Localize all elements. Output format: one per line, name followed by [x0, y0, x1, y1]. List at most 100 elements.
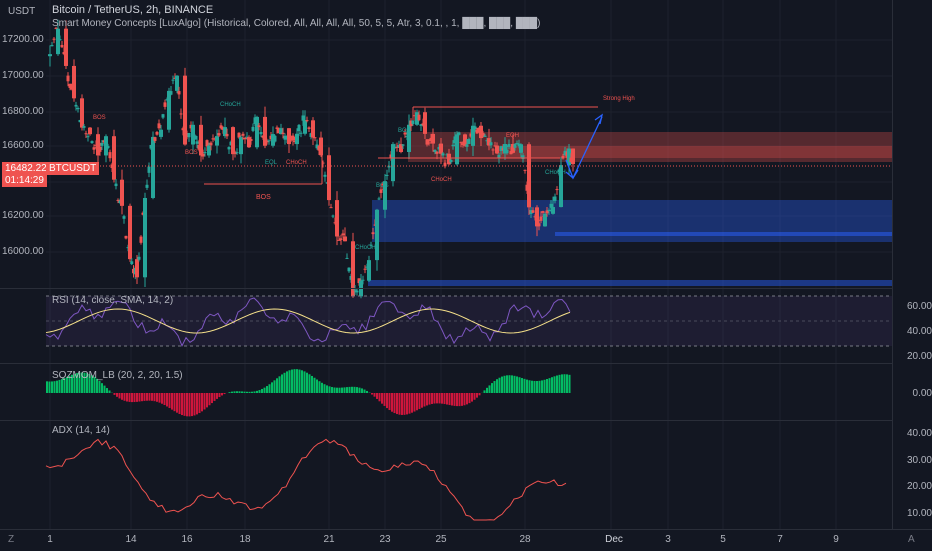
sqz-bar	[61, 379, 63, 393]
sqz-bar	[361, 388, 363, 393]
choch-label: CHoCH	[545, 170, 566, 176]
candle-body	[56, 29, 60, 54]
currency-label: USDT	[8, 6, 35, 17]
sqz-bar	[194, 393, 196, 415]
candle-body	[109, 152, 112, 158]
sqz-bar	[59, 380, 61, 393]
sqz-bar	[434, 393, 436, 404]
candle-body	[104, 136, 108, 155]
sqz-bar	[426, 393, 428, 405]
candle-body	[327, 155, 331, 200]
sqz-bar	[244, 392, 246, 393]
bos-label: BOS	[376, 183, 389, 189]
rsi-label[interactable]: RSI (14, close, SMA, 14, 2)	[52, 295, 173, 306]
sqz-bar	[366, 391, 368, 393]
price-tick: 16800.00	[2, 106, 42, 117]
zoom-button[interactable]: Z	[8, 534, 14, 545]
candle-body	[67, 76, 70, 82]
candle-body	[120, 180, 124, 206]
candle-body	[64, 29, 68, 66]
sqz-bar	[494, 381, 496, 393]
candle-body	[295, 134, 299, 144]
candle-body	[252, 127, 255, 131]
sqz-bar	[179, 393, 181, 414]
sqz-bar	[211, 393, 213, 403]
sqz-bar	[304, 371, 306, 393]
time-tick: 7	[775, 534, 785, 545]
sqz-bar	[459, 393, 461, 406]
sqz-bar	[414, 393, 416, 412]
time-axis-bar[interactable]	[0, 529, 932, 551]
sqz-bar	[404, 393, 406, 415]
sqz-bar	[296, 369, 298, 393]
sqz-bar	[271, 382, 273, 393]
sqz-label[interactable]: SQZMOM_LB (20, 2, 20, 1.5)	[52, 370, 183, 381]
candle-body	[436, 152, 439, 154]
sqz-bar	[309, 374, 311, 393]
candle-body	[228, 147, 231, 149]
candle-body	[356, 291, 359, 293]
sqz-bar	[384, 393, 386, 406]
candle-body	[418, 115, 421, 121]
sqz-bar	[124, 393, 126, 401]
sqz-bar	[489, 385, 491, 393]
candle-body	[250, 139, 253, 141]
candle-body	[372, 232, 375, 234]
sqz-bar	[264, 388, 266, 393]
sqz-bar	[344, 387, 346, 393]
sqz-bar	[201, 393, 203, 411]
candle-body	[170, 91, 173, 95]
sqz-bar	[321, 383, 323, 393]
candle-body	[72, 66, 76, 98]
sqz-bar	[166, 393, 168, 406]
candle-body	[175, 76, 179, 91]
sqz-bar	[509, 375, 511, 393]
sqz-bar	[224, 393, 226, 394]
candle-body	[194, 135, 197, 139]
candle-body	[207, 146, 211, 156]
sqz-bar	[276, 378, 278, 393]
sqz-bar	[429, 393, 431, 405]
choch-label: CHoCH	[355, 245, 376, 251]
sqz-bar	[359, 388, 361, 393]
candle-body	[378, 198, 381, 199]
candle-body	[196, 141, 199, 143]
auto-scale-button[interactable]: A	[908, 534, 915, 545]
price-tick: 16200.00	[2, 210, 42, 221]
sqz-bar	[254, 391, 256, 393]
time-tick: 23	[378, 534, 392, 545]
sqz-bar	[281, 374, 283, 393]
sqz-bar	[286, 371, 288, 393]
sqz-bar	[566, 374, 568, 393]
symbol-title[interactable]: Bitcoin / TetherUS, 2h, BINANCE	[52, 4, 213, 16]
time-tick: 18	[238, 534, 252, 545]
sqz-bar	[556, 375, 558, 393]
eql-label: EQL	[265, 160, 277, 166]
candle-body	[495, 146, 499, 154]
candle-body	[367, 260, 371, 281]
candle-body	[431, 134, 435, 144]
candle-body	[107, 146, 110, 148]
sqz-bar	[396, 393, 398, 414]
candle-body	[292, 136, 295, 141]
sqz-bar	[269, 384, 271, 393]
sqz-bar	[191, 393, 193, 416]
sqz-bar	[196, 393, 198, 414]
sqz-bar	[554, 376, 556, 393]
sqz-bar	[256, 391, 258, 393]
sqz-bar	[161, 393, 163, 404]
adx-label[interactable]: ADX (14, 14)	[52, 425, 110, 436]
sqz-bar	[51, 381, 53, 393]
candle-body	[346, 258, 349, 259]
candle-body	[391, 144, 395, 181]
projection-arrowhead	[595, 115, 602, 124]
sqz-bar	[399, 393, 401, 415]
candle-body	[258, 125, 261, 127]
sqz-bar	[331, 387, 333, 393]
indicator-title[interactable]: Smart Money Concepts [LuxAlgo] (Historic…	[52, 18, 540, 29]
time-tick: 21	[322, 534, 336, 545]
candle-body	[508, 144, 511, 147]
sqz-bar	[184, 393, 186, 416]
sqz-bar	[151, 393, 153, 401]
